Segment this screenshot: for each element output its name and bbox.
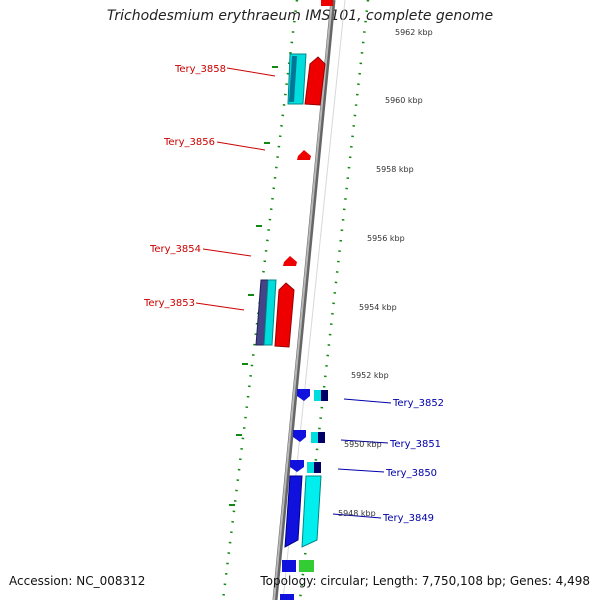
- gene-arrow-blue: [284, 475, 303, 548]
- gene-label: Tery_3852: [392, 398, 444, 409]
- scale-labels: 5962 kbp 5960 kbp 5958 kbp 5956 kbp 5954…: [338, 28, 433, 518]
- topology-text: Topology: circular; Length: 7,750,108 bp…: [260, 574, 590, 588]
- scale-label: 5962 kbp: [395, 28, 433, 37]
- scale-label: 5960 kbp: [385, 96, 423, 105]
- gene-label: Tery_3854: [149, 244, 201, 255]
- gene-arrow-cyan: [314, 390, 321, 401]
- gene-arrow-blue: [293, 430, 306, 442]
- gene-label: Tery_3849: [382, 513, 434, 524]
- forward-gene-labels: Tery_3852 Tery_3851 Tery_3850 Tery_3849: [382, 398, 444, 524]
- gene-arrow-bottom-partial: [280, 594, 294, 600]
- gene-arrow-top-partial: [321, 0, 333, 6]
- gene-arrow-cyan: [307, 462, 314, 473]
- scale-label: 5954 kbp: [359, 303, 397, 312]
- gene-label: Tery_3850: [385, 468, 437, 479]
- gene-arrow-red: [274, 282, 295, 348]
- gene-label: Tery_3853: [143, 298, 195, 309]
- gene-arrow-navy: [321, 390, 328, 401]
- gene-label: Tery_3851: [389, 439, 441, 450]
- gene-arrow-cyan: [263, 279, 277, 346]
- gene-label: Tery_3858: [174, 64, 226, 75]
- scale-label: 5948 kbp: [338, 509, 376, 518]
- gene-arrow-blue: [290, 460, 304, 472]
- gene-arrow-cyan-shade: [289, 56, 297, 102]
- gene-arrow-navy: [318, 432, 325, 443]
- gene-arrow-cyan: [311, 432, 318, 443]
- gene-arrow-bottom-green: [299, 560, 314, 572]
- gene-arrow-cyan: [301, 475, 322, 548]
- gene-arrow-blue: [297, 389, 310, 401]
- reverse-leader-lines: [195, 67, 276, 311]
- gene-arrow-red-small: [283, 256, 297, 266]
- genome-backbone-highlight: [273, 0, 333, 600]
- scale-label: 5956 kbp: [367, 234, 405, 243]
- gene-arrow-red-small: [297, 150, 311, 160]
- accession-text: Accession: NC_008312: [9, 574, 146, 588]
- scale-label: 5950 kbp: [344, 440, 382, 449]
- gene-arrow-navy: [314, 462, 321, 473]
- scale-label: 5952 kbp: [351, 371, 389, 380]
- gene-label: Tery_3856: [163, 137, 215, 148]
- inner-track-ticks: [229, 66, 278, 506]
- reverse-gene-labels: Tery_3858 Tery_3856 Tery_3854 Tery_3853: [143, 64, 226, 309]
- forward-leader-lines: [332, 398, 392, 519]
- gene-arrow-bottom-blue: [282, 560, 296, 572]
- scale-label: 5958 kbp: [376, 165, 414, 174]
- map-title: Trichodesmium erythraeum IMS101, complet…: [106, 8, 494, 24]
- gene-arrow-red: [304, 56, 326, 106]
